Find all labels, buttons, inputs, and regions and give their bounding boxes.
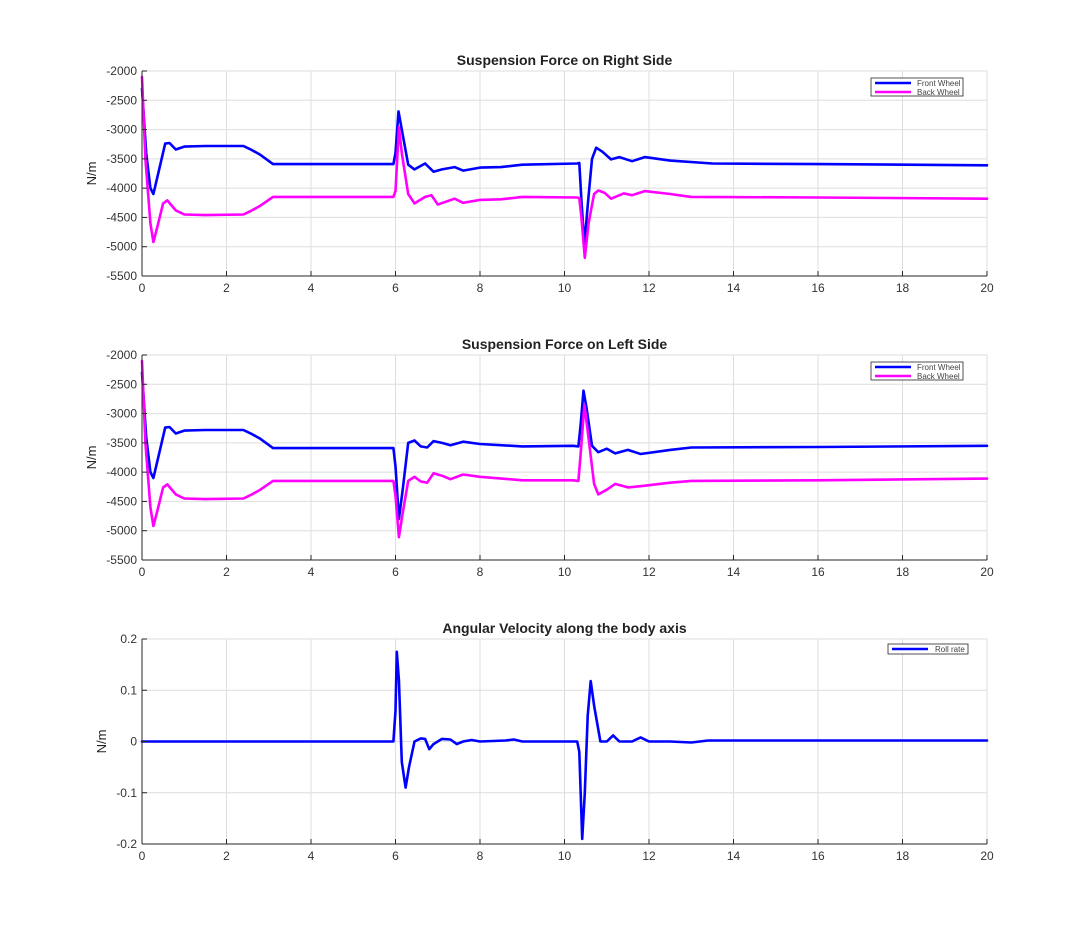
y-tick-label: -2000 xyxy=(106,64,137,78)
y-axis-label: N/m xyxy=(84,162,99,186)
y-tick-label: -5500 xyxy=(106,269,137,283)
x-tick-label: 12 xyxy=(642,565,656,579)
x-tick-label: 14 xyxy=(727,849,741,863)
y-tick-label: -0.1 xyxy=(116,786,137,800)
legend-entry: Front Wheel xyxy=(917,79,961,88)
x-tick-label: 4 xyxy=(308,281,315,295)
series-line-front-wheel xyxy=(140,87,989,247)
y-tick-label: -4000 xyxy=(106,465,137,479)
y-tick-label: -0.2 xyxy=(116,837,137,851)
x-tick-label: 6 xyxy=(392,849,399,863)
x-tick-label: 4 xyxy=(308,565,315,579)
y-tick-label: -2000 xyxy=(106,348,137,362)
y-tick-label: 0 xyxy=(130,735,137,749)
x-tick-label: 16 xyxy=(811,565,825,579)
chart-title: Suspension Force on Right Side xyxy=(457,52,673,68)
x-tick-label: 0 xyxy=(139,849,146,863)
x-tick-label: 10 xyxy=(558,281,572,295)
x-tick-label: 12 xyxy=(642,281,656,295)
x-tick-label: 0 xyxy=(139,281,146,295)
legend-entry: Front Wheel xyxy=(917,363,961,372)
x-tick-label: 2 xyxy=(223,565,230,579)
x-tick-label: 10 xyxy=(558,565,572,579)
x-tick-label: 2 xyxy=(223,281,230,295)
series-line-roll-rate xyxy=(140,650,989,841)
x-tick-label: 18 xyxy=(896,565,910,579)
x-tick-label: 18 xyxy=(896,281,910,295)
chart-title: Angular Velocity along the body axis xyxy=(442,620,686,636)
series-line-back-wheel xyxy=(140,75,989,260)
x-tick-label: 16 xyxy=(811,281,825,295)
y-tick-label: -4500 xyxy=(106,494,137,508)
y-tick-label: -2500 xyxy=(106,93,137,107)
legend-entry: Back Wheel xyxy=(917,372,960,381)
y-axis-label: N/m xyxy=(84,446,99,470)
series-line-front-wheel xyxy=(140,371,989,521)
y-tick-label: 0.1 xyxy=(120,683,137,697)
x-tick-label: 6 xyxy=(392,281,399,295)
y-axis-label: N/m xyxy=(94,730,109,754)
y-tick-label: -2500 xyxy=(106,377,137,391)
x-tick-label: 2 xyxy=(223,849,230,863)
x-tick-label: 20 xyxy=(980,565,994,579)
x-tick-label: 20 xyxy=(980,849,994,863)
chart-title: Suspension Force on Left Side xyxy=(462,336,668,352)
x-tick-label: 4 xyxy=(308,849,315,863)
y-tick-label: -3000 xyxy=(106,407,137,421)
y-tick-label: -4000 xyxy=(106,181,137,195)
x-tick-label: 14 xyxy=(727,565,741,579)
x-tick-label: 16 xyxy=(811,849,825,863)
x-tick-label: 20 xyxy=(980,281,994,295)
x-tick-label: 6 xyxy=(392,565,399,579)
chart-2: 0 2 4 6 8 10 12 14 16 18 20 -2000 -2500 -3000 -3500 -40… xyxy=(84,336,994,579)
y-tick-label: -4500 xyxy=(106,210,137,224)
y-tick-label: -5500 xyxy=(106,553,137,567)
y-tick-label: -3500 xyxy=(106,152,137,166)
x-tick-label: 8 xyxy=(477,849,484,863)
x-tick-label: 10 xyxy=(558,849,572,863)
y-tick-label: -3000 xyxy=(106,123,137,137)
series-line-back-wheel xyxy=(140,359,989,539)
chart-1: 0 2 4 6 8 10 12 14 16 18 20 -2000 -2500 -3000 -3500 -40… xyxy=(84,52,994,295)
legend-entry: Back Wheel xyxy=(917,88,960,97)
x-tick-label: 8 xyxy=(477,565,484,579)
y-tick-label: -5000 xyxy=(106,240,137,254)
chart-3: 0 2 4 6 8 10 12 14 16 18 20 0.2 0.1 0 -0.1 -0.2 Angular … xyxy=(94,620,994,863)
x-tick-label: 8 xyxy=(477,281,484,295)
x-tick-label: 12 xyxy=(642,849,656,863)
x-tick-label: 0 xyxy=(139,565,146,579)
y-tick-label: 0.2 xyxy=(120,632,137,646)
x-tick-label: 14 xyxy=(727,281,741,295)
legend: Roll rate xyxy=(887,643,969,655)
legend-entry: Roll rate xyxy=(935,645,965,654)
y-tick-label: -3500 xyxy=(106,436,137,450)
y-tick-label: -5000 xyxy=(106,524,137,538)
x-tick-label: 18 xyxy=(896,849,910,863)
